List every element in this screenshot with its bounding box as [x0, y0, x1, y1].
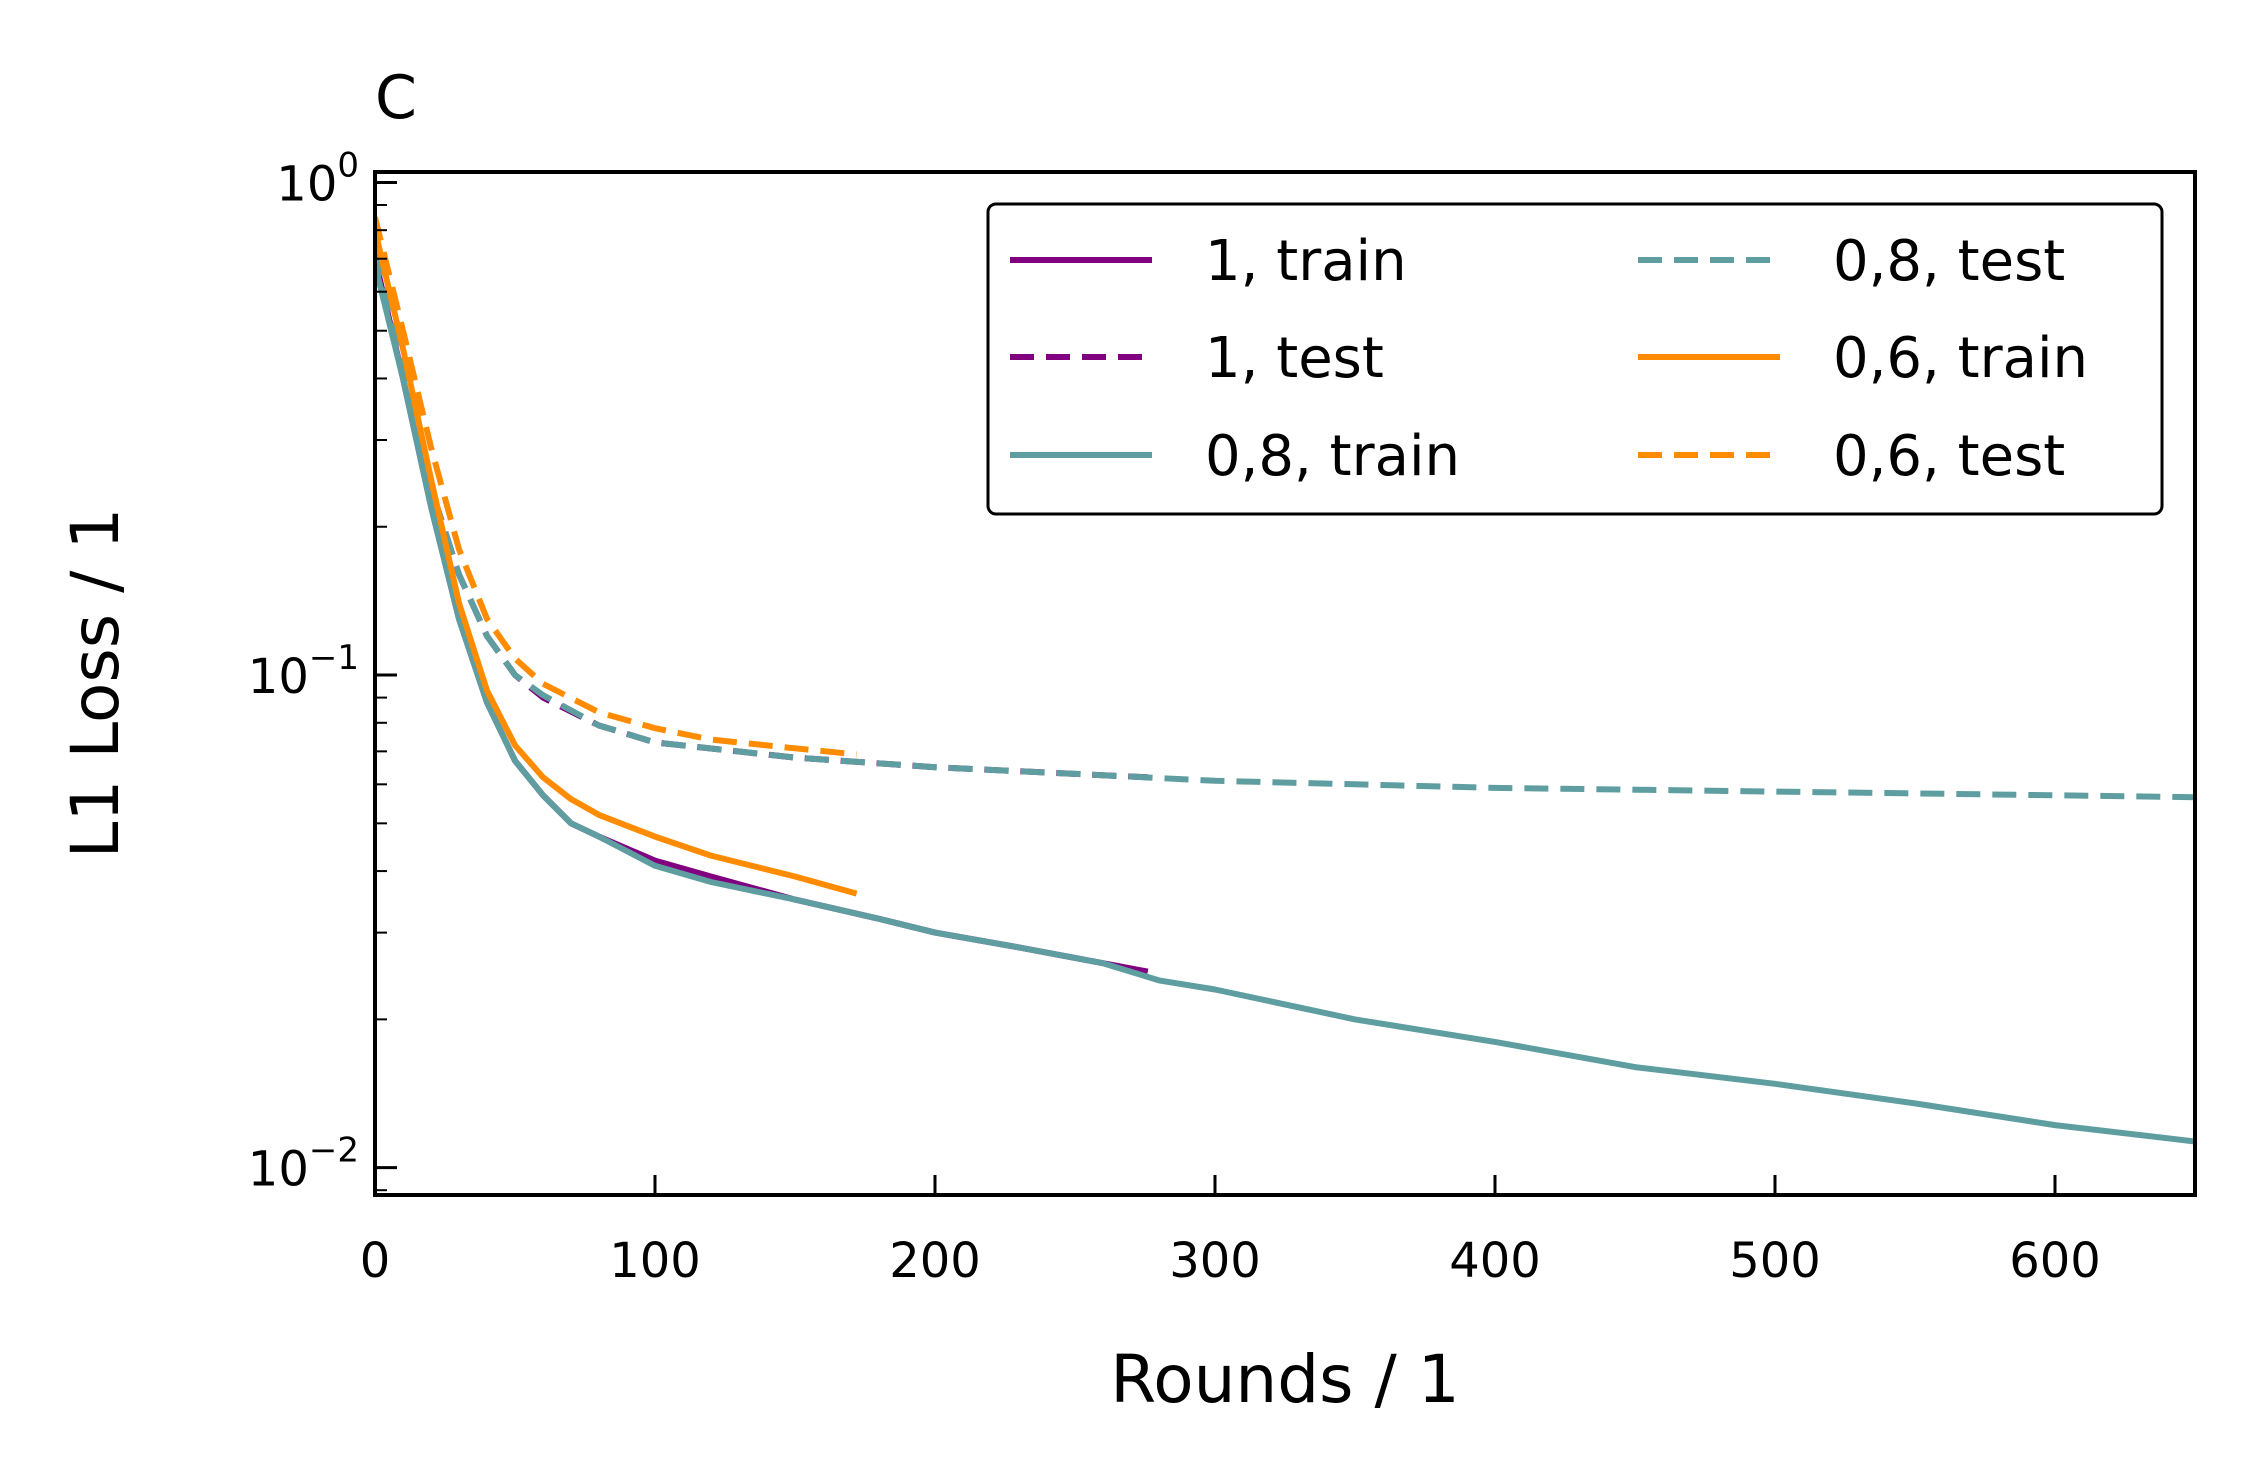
plot-frame [373, 170, 2197, 1197]
y-tick-label: 10−2 [248, 1131, 359, 1198]
legend-entry: 1, train [1205, 229, 1407, 294]
x-tick-label: 200 [889, 1233, 981, 1289]
legend-entry: 0,8, train [1205, 424, 1460, 489]
panel-label: C [375, 63, 417, 133]
series-line-5 [375, 216, 857, 758]
x-tick-label: 400 [1449, 1233, 1541, 1289]
series-line-3 [375, 251, 2195, 801]
x-tick-label: 0 [360, 1233, 391, 1289]
x-tick-label: 600 [2009, 1233, 2101, 1289]
series-line-2 [375, 264, 2195, 1145]
legend-entry: 1, test [1205, 326, 1384, 391]
series-layer [375, 216, 2195, 1145]
x-tick-label: 100 [609, 1233, 701, 1289]
series-line-4 [375, 229, 858, 897]
x-tick-label: 300 [1169, 1233, 1261, 1289]
y-axis-label: L1 Loss / 1 [57, 508, 134, 859]
y-tick-label: 100 [276, 145, 359, 212]
y-tick-label: 10−1 [248, 638, 359, 705]
legend-box [986, 202, 2164, 516]
legend-entry: 0,6, train [1833, 326, 2088, 391]
legend-entry: 0,8, test [1833, 229, 2065, 294]
x-axis: 0 100 200 300 400 500 600 [360, 1175, 2101, 1289]
legend: 1, train 1, test 0,8, train 0,8, test 0,6, t… [986, 202, 2164, 516]
y-axis: 100 10−1 10−2 [248, 145, 397, 1198]
x-axis-label: Rounds / 1 [1110, 1341, 1459, 1418]
x-tick-label: 500 [1729, 1233, 1821, 1289]
legend-entry: 0,6, test [1833, 424, 2065, 489]
